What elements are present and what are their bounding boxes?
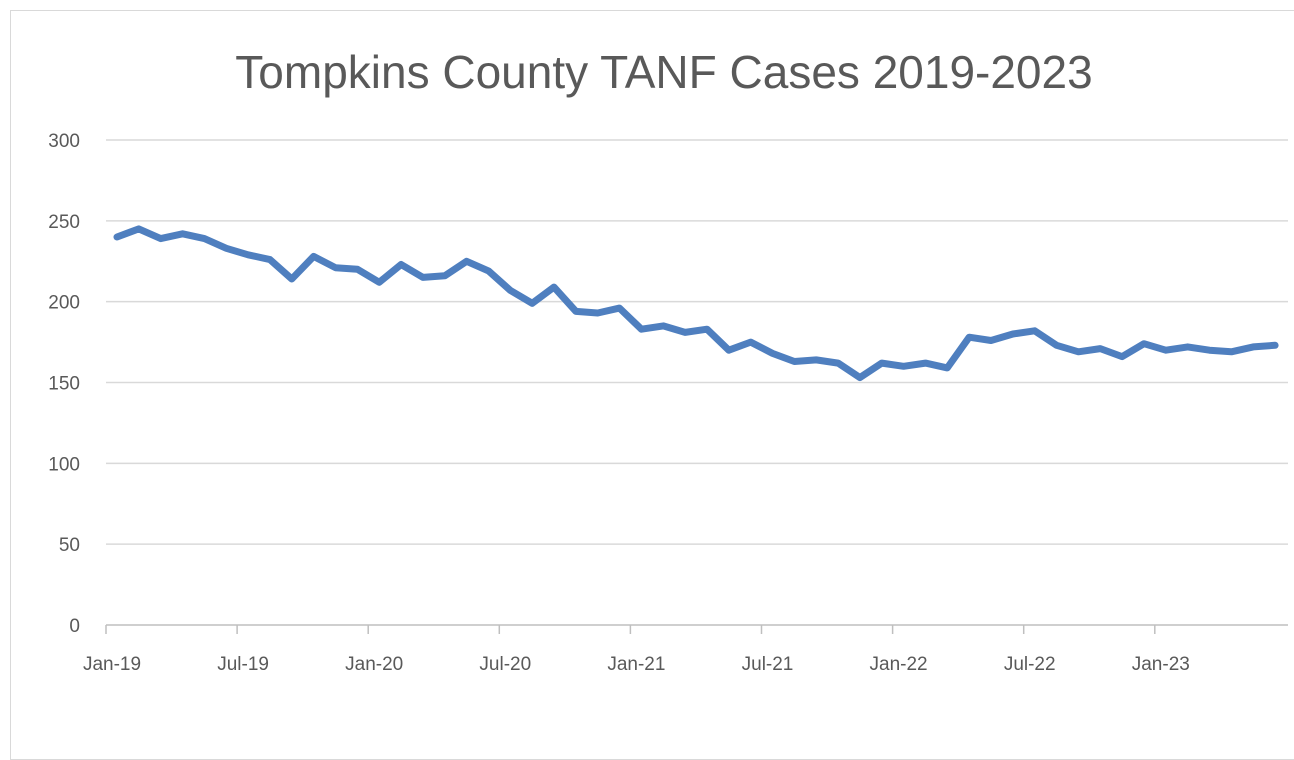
gridlines	[106, 139, 1288, 545]
series-layer	[113, 225, 1279, 382]
x-tick-label: Jul-21	[742, 654, 794, 675]
y-tick-label: 250	[48, 212, 80, 233]
y-axis-tick-labels: 0 50 100 150 200 250 300	[48, 131, 80, 637]
y-tick-label: 50	[59, 535, 80, 556]
chart-title: Tompkins County TANF Cases 2019-2023	[235, 46, 1092, 98]
x-tick-label: Jul-22	[1004, 654, 1056, 675]
y-tick-label: 0	[69, 616, 80, 637]
x-tick-label: Jan-23	[1132, 654, 1190, 675]
x-tick-label: Jan-22	[870, 654, 928, 675]
y-tick-label: 300	[48, 131, 80, 152]
y-tick-label: 150	[48, 374, 80, 395]
y-tick-label: 200	[48, 293, 80, 314]
x-axis-tick-labels: Jan-19 Jul-19 Jan-20 Jul-20 Jan-21 Jul-21 Jan-…	[83, 654, 1190, 675]
chart-frame	[10, 10, 1294, 760]
x-tick-label: Jan-21	[607, 654, 665, 675]
x-axis	[105, 624, 1288, 634]
x-tick-label: Jul-19	[217, 654, 269, 675]
x-tick-label: Jan-19	[83, 654, 141, 675]
y-tick-label: 100	[48, 454, 80, 475]
x-tick-label: Jan-20	[345, 654, 403, 675]
series-line-0	[113, 225, 1279, 382]
x-tick-label: Jul-20	[479, 654, 531, 675]
